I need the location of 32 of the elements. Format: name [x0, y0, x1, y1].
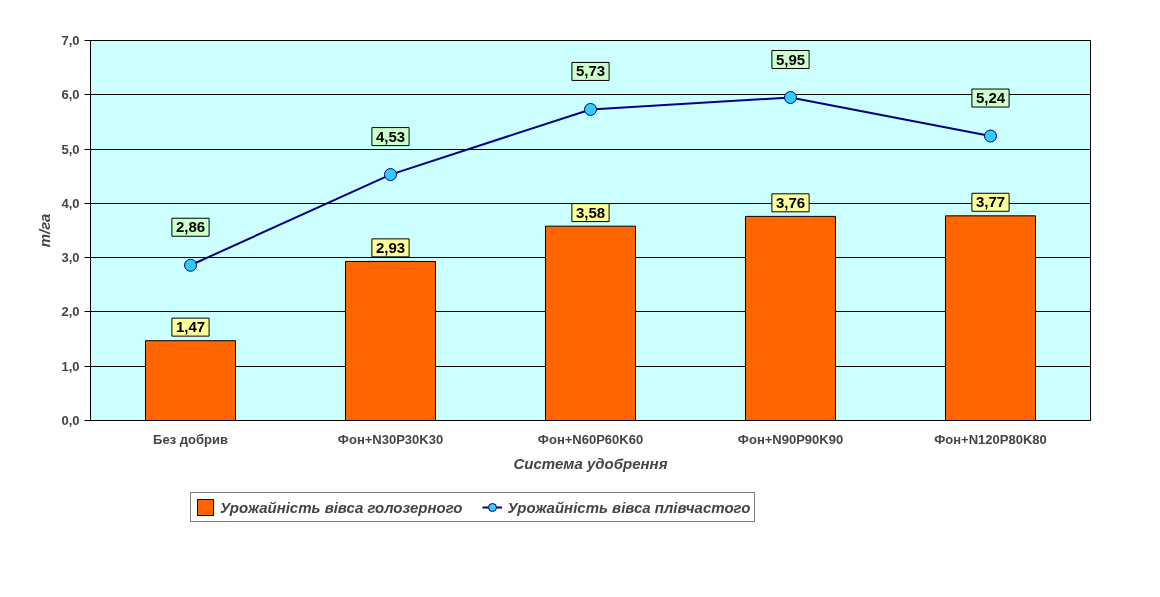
x-tick-label: Без добрив [153, 431, 228, 447]
data-label: 1,47 [175, 318, 206, 336]
x-tick-label: Фон+N30P30K30 [337, 431, 444, 447]
legend-label: Урожайність вівса плівчастого [507, 498, 751, 516]
y-tick-label: 1,0 [61, 358, 80, 374]
data-label: 5,24 [975, 89, 1006, 107]
y-tick-label: 3,0 [61, 250, 80, 266]
data-label: 5,73 [575, 62, 606, 80]
y-tick-label: 0,0 [61, 413, 80, 428]
data-label: 3,77 [975, 193, 1006, 211]
y-tick-label: 7,0 [61, 33, 80, 48]
data-label: 3,76 [775, 193, 806, 211]
x-tick-label: Фон+N60P60K60 [537, 431, 644, 447]
point [784, 91, 797, 104]
point [384, 168, 397, 182]
y-tick-label: 4,0 [61, 195, 80, 211]
x-axis-title: Система удобрення [513, 454, 668, 472]
y-axis-title: т/га [36, 213, 54, 248]
point [984, 129, 997, 143]
data-label: 5,95 [775, 50, 806, 68]
y-tick-label: 6,0 [61, 87, 80, 103]
data-label: 4,53 [375, 127, 406, 145]
data-label: 3,58 [575, 203, 606, 221]
y-tick-label: 5,0 [61, 141, 80, 157]
data-label: 2,86 [175, 218, 206, 236]
point [584, 102, 597, 116]
x-tick-label: Фон+N120P80K80 [934, 431, 1047, 447]
y-tick-label: 2,0 [61, 304, 80, 320]
point [184, 258, 197, 272]
x-tick-label: Фон+N90P90K90 [737, 431, 844, 447]
legend-label: Урожайність вівса голозерного [220, 498, 463, 516]
data-label: 2,93 [375, 238, 406, 256]
